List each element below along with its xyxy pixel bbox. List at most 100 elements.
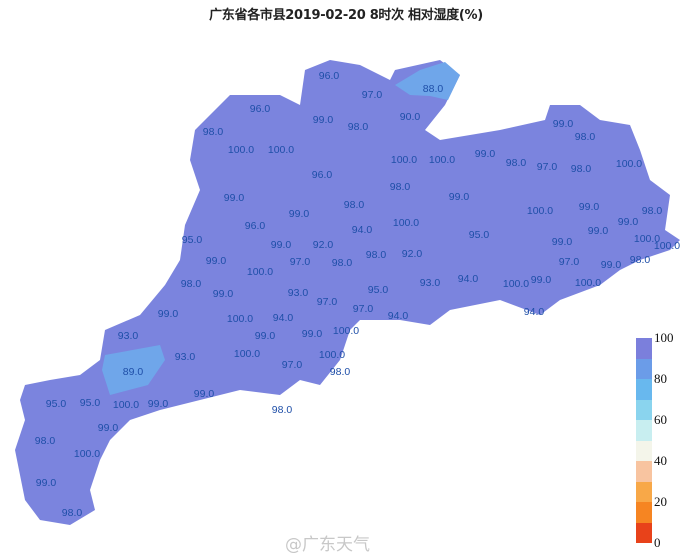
station-value-label: 96.0 [319,70,340,82]
station-value-label: 98.0 [62,507,83,519]
station-value-label: 97.0 [362,89,383,101]
station-value-label: 96.0 [250,103,271,115]
station-value-label: 97.0 [317,296,338,308]
station-value-label: 100.0 [503,278,529,290]
legend-tick-label: 40 [654,453,667,468]
station-value-label: 100.0 [616,158,642,170]
station-value-label: 100.0 [333,325,359,337]
station-value-label: 93.0 [175,351,196,363]
station-value-label: 96.0 [312,169,333,181]
station-value-label: 98.0 [575,131,596,143]
legend-tick-label: 80 [654,371,667,386]
station-value-label: 98.0 [330,366,351,378]
station-value-label: 100.0 [234,348,260,360]
station-value-label: 100.0 [319,349,345,361]
station-value-label: 100.0 [634,233,660,245]
station-value-label: 97.0 [290,256,311,268]
station-value-label: 98.0 [344,199,365,211]
station-value-label: 99.0 [579,201,600,213]
watermark: @广东天气 [285,535,370,555]
station-value-label: 99.0 [213,288,234,300]
region-88 [395,62,460,100]
station-value-label: 99.0 [98,422,119,434]
station-value-label: 96.0 [245,220,266,232]
legend-swatch [636,522,652,543]
legend-swatch [636,399,652,420]
station-value-label: 93.0 [420,277,441,289]
station-value-label: 95.0 [182,234,203,246]
station-value-label: 99.0 [475,148,496,160]
station-value-label: 98.0 [642,205,663,217]
station-value-label: 98.0 [506,157,527,169]
station-value-label: 93.0 [118,330,139,342]
province-shape [15,60,680,525]
station-value-label: 92.0 [402,248,423,260]
station-value-label: 94.0 [524,306,545,318]
station-value-label: 100.0 [527,205,553,217]
station-value-label: 100.0 [654,240,680,252]
map-title: 广东省各市县2019-02-20 8时次 相对湿度(%) [209,8,483,23]
station-value-label: 100.0 [575,277,601,289]
station-value-label: 99.0 [553,118,574,130]
station-value-label: 99.0 [302,328,323,340]
station-value-label: 99.0 [194,388,215,400]
color-legend: 100 80 60 40 20 0 [636,330,674,550]
station-value-label: 99.0 [148,398,169,410]
station-value-label: 97.0 [537,161,558,173]
station-value-label: 92.0 [313,239,334,251]
station-value-label: 100.0 [113,399,139,411]
station-value-label: 95.0 [80,397,101,409]
station-value-label: 99.0 [601,259,622,271]
station-value-label: 99.0 [224,192,245,204]
station-value-label: 88.0 [423,83,444,95]
station-value-label: 98.0 [35,435,56,447]
region-89 [102,345,165,395]
station-value-label: 98.0 [272,404,293,416]
legend-swatch [636,338,652,359]
station-value-label: 99.0 [255,330,276,342]
station-value-label: 98.0 [332,257,353,269]
legend-tick-label: 0 [654,535,661,550]
station-value-label: 100.0 [74,448,100,460]
station-value-label: 99.0 [206,255,227,267]
station-value-label: 93.0 [288,287,309,299]
station-value-label: 98.0 [203,126,224,138]
station-value-label: 99.0 [36,477,57,489]
station-value-label: 100.0 [227,313,253,325]
station-value-label: 98.0 [571,163,592,175]
legend-tick-label: 20 [654,494,667,509]
legend-swatch [636,420,652,441]
legend-tick-label: 60 [654,412,667,427]
station-value-label: 99.0 [618,216,639,228]
station-value-label: 98.0 [348,121,369,133]
station-value-label: 94.0 [388,310,409,322]
station-value-label: 100.0 [268,144,294,156]
station-value-label: 90.0 [400,111,421,123]
station-value-label: 99.0 [531,274,552,286]
station-value-label: 98.0 [181,278,202,290]
station-value-label: 99.0 [271,239,292,251]
legend-swatch [636,481,652,502]
station-value-label: 99.0 [313,114,334,126]
legend-swatch [636,358,652,379]
legend-swatch [636,461,652,482]
station-value-label: 98.0 [366,249,387,261]
station-value-label: 95.0 [368,284,389,296]
station-value-label: 100.0 [393,217,419,229]
station-value-label: 94.0 [458,273,479,285]
station-value-label: 99.0 [289,208,310,220]
legend-swatch [636,379,652,400]
station-value-label: 99.0 [158,308,179,320]
station-value-label: 89.0 [123,366,144,378]
station-value-label: 100.0 [228,144,254,156]
station-value-label: 94.0 [352,224,373,236]
station-value-label: 100.0 [429,154,455,166]
station-value-label: 98.0 [630,254,651,266]
station-value-label: 94.0 [273,312,294,324]
station-value-label: 95.0 [46,398,67,410]
station-value-label: 97.0 [559,256,580,268]
station-value-label: 97.0 [353,303,374,315]
